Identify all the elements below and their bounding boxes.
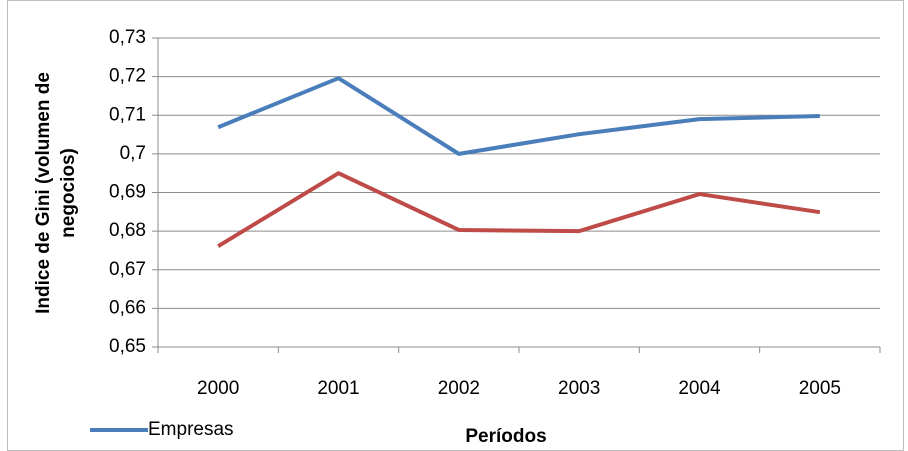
series-line: [217, 76, 820, 156]
y-axis-title-line: Indice de Gini (volumen de: [33, 72, 54, 314]
legend-label: Empresas: [148, 419, 234, 440]
y-tick-label: 0,65: [109, 336, 146, 357]
x-tick-label: 2005: [799, 378, 841, 399]
y-tick-label: 0,69: [109, 182, 146, 203]
x-tick-label: 2000: [197, 378, 239, 399]
y-axis-title: Indice de Gini (volumen de negocios): [33, 72, 79, 314]
y-tick-label: 0,68: [109, 220, 146, 241]
series-line: [217, 171, 821, 248]
chart-border: [7, 0, 904, 451]
x-tick-label: 2001: [317, 378, 359, 399]
y-tick-label: 0,73: [109, 27, 146, 48]
y-tick-label: 0,67: [109, 259, 146, 280]
y-tick-label: 0,71: [109, 104, 146, 125]
y-tick-label: 0,7: [120, 143, 146, 164]
x-tick-label: 2004: [678, 378, 721, 399]
x-tick-label: 2003: [558, 378, 600, 399]
y-tick-label: 0,72: [109, 66, 146, 87]
x-tick-label: 2002: [438, 378, 480, 399]
y-axis-title-line: negocios): [58, 148, 79, 238]
y-tick-label: 0,66: [109, 297, 146, 318]
x-axis-title: Períodos: [465, 426, 546, 447]
